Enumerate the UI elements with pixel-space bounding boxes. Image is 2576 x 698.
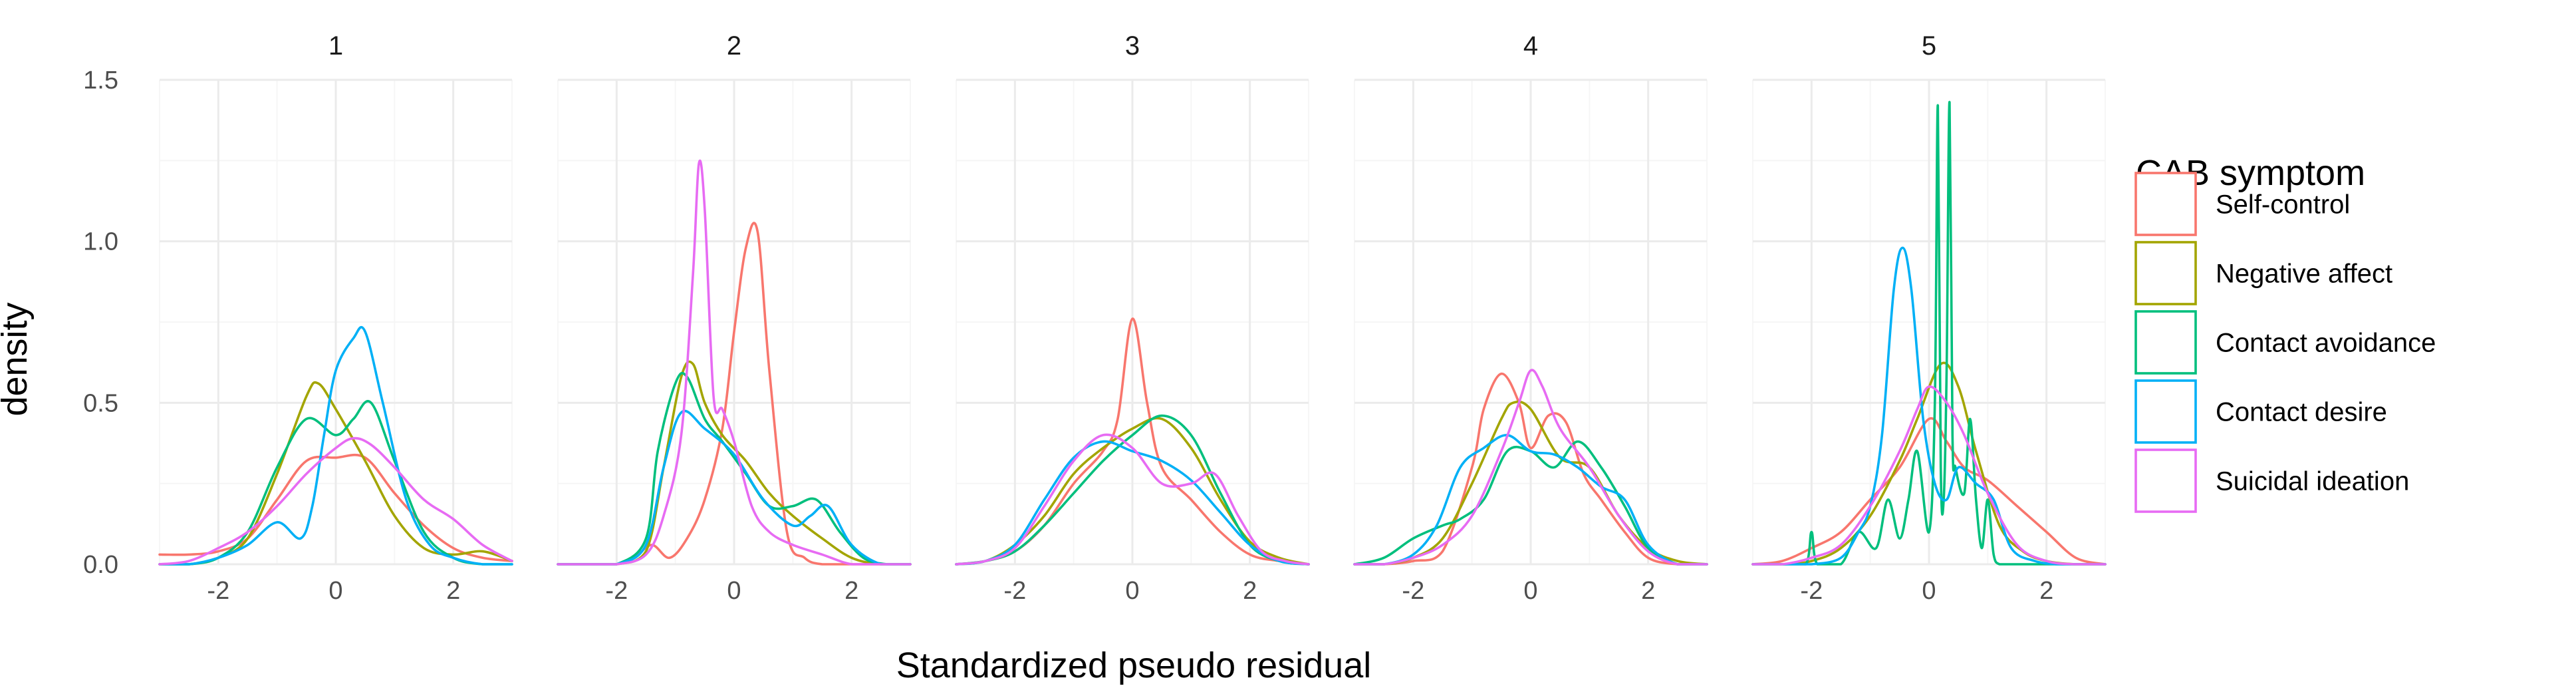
x-tick-label: 0 — [328, 577, 342, 605]
facet-panel-2: 2 -2 0 2 — [557, 31, 912, 605]
density-line-suicidal-ideation — [557, 159, 912, 566]
x-tick-label: 0 — [727, 577, 741, 605]
density-line-contact-desire — [1751, 246, 2107, 566]
y-axis-title: density — [0, 302, 35, 416]
facet-panels: 1 -2 0 2 2 -2 0 2 3 -2 0 2 4 -2 0 2 5 -2 0 2 — [158, 31, 2107, 605]
legend-key-self-control — [2134, 172, 2197, 236]
legend-label: Self-control — [2216, 190, 2350, 220]
legend-item-contact-avoidance: Contact avoidance — [2134, 310, 2436, 375]
x-tick-label: 2 — [1243, 577, 1257, 605]
density-line-suicidal-ideation — [955, 433, 1310, 566]
density-line-contact-desire — [158, 326, 513, 566]
density-line-self-control — [158, 453, 513, 562]
density-line-contact-desire — [1353, 434, 1708, 566]
y-tick-label: 0.0 — [83, 551, 118, 579]
legend-key-suicidal-ideation — [2134, 448, 2197, 513]
facet-strip-label: 4 — [1523, 31, 1538, 61]
legend-label: Contact desire — [2216, 398, 2387, 427]
legend-item-suicidal-ideation: Suicidal ideation — [2134, 448, 2409, 513]
legend-key-contact-avoidance — [2134, 310, 2197, 375]
x-tick-label: 2 — [446, 577, 460, 605]
y-tick-label: 1.0 — [83, 228, 118, 256]
facet-panel-1: 1 -2 0 2 — [158, 31, 513, 605]
x-tick-label: 2 — [1641, 577, 1655, 605]
facet-panel-5: 5 -2 0 2 — [1751, 31, 2107, 605]
x-tick-label: -2 — [605, 577, 628, 605]
facet-panel-3: 3 -2 0 2 — [955, 31, 1310, 605]
density-line-contact-avoidance — [158, 400, 513, 566]
x-tick-label: -2 — [207, 577, 229, 605]
x-tick-label: 0 — [1922, 577, 1936, 605]
facet-panel-4: 4 -2 0 2 — [1353, 31, 1708, 605]
facet-strip-label: 5 — [1922, 31, 1936, 61]
legend-key-contact-desire — [2134, 379, 2197, 444]
density-line-contact-desire — [955, 440, 1310, 566]
y-tick-label: 1.5 — [83, 67, 118, 94]
x-tick-label: 2 — [2039, 577, 2053, 605]
legend-key-negative-affect — [2134, 241, 2197, 305]
y-tick-label: 0.5 — [83, 389, 118, 417]
density-line-suicidal-ideation — [1751, 385, 2107, 566]
legend-label: Contact avoidance — [2216, 329, 2436, 358]
x-axis-title: Standardized pseudo residual — [896, 645, 1372, 685]
facet-strip-label: 3 — [1125, 31, 1140, 61]
facet-strip-label: 2 — [727, 31, 741, 61]
y-axis: 0.0 0.5 1.0 1.5 — [83, 67, 118, 579]
x-tick-label: -2 — [1402, 577, 1424, 605]
legend-item-negative-affect: Negative affect — [2134, 241, 2392, 305]
legend-item-self-control: Self-control — [2134, 172, 2350, 236]
x-tick-label: 0 — [1125, 577, 1139, 605]
legend-label: Negative affect — [2216, 260, 2392, 289]
density-line-self-control — [1353, 372, 1708, 566]
x-tick-label: -2 — [1800, 577, 1823, 605]
x-tick-label: 2 — [844, 577, 858, 605]
legend-label: Suicidal ideation — [2216, 467, 2409, 496]
density-line-contact-desire — [557, 409, 912, 566]
density-line-suicidal-ideation — [1353, 369, 1708, 566]
x-tick-label: 0 — [1523, 577, 1537, 605]
density-line-suicidal-ideation — [158, 436, 513, 566]
facet-strip-label: 1 — [328, 31, 343, 61]
density-line-contact-avoidance — [557, 371, 912, 566]
legend-item-contact-desire: Contact desire — [2134, 379, 2387, 444]
x-tick-label: -2 — [1003, 577, 1026, 605]
